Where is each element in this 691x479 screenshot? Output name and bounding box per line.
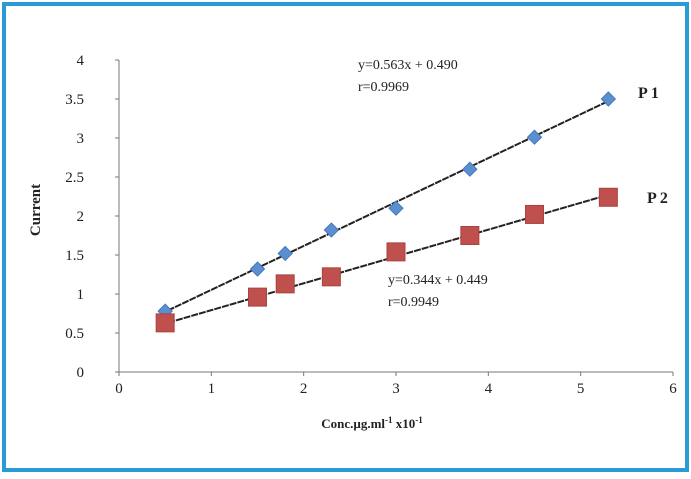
x-tick-label: 2 xyxy=(300,381,308,397)
y-tick-label: 1.5 xyxy=(65,248,84,264)
series-label-p1: P 1 xyxy=(638,85,659,102)
y-tick-label: 1 xyxy=(77,287,85,303)
x-axis-label: Conc.µg.ml-1 x10-1 xyxy=(321,415,423,431)
y-tick-label: 4 xyxy=(77,53,85,69)
data-point-p2 xyxy=(275,274,295,294)
y-tick-label: 3.5 xyxy=(65,92,84,108)
x-tick-label: 6 xyxy=(669,381,677,397)
x-axis-label-sup2: -1 xyxy=(415,415,423,425)
data-points xyxy=(155,91,618,333)
data-point-p1 xyxy=(277,245,293,262)
x-axis-label-main: Conc.µg.ml xyxy=(321,416,385,431)
y-tick-label: 0.5 xyxy=(65,326,84,342)
x-tick-label: 4 xyxy=(485,381,493,397)
r-value-p1: r=0.9969 xyxy=(358,80,409,95)
y-axis-label: Current xyxy=(28,184,44,236)
x-tick-label: 3 xyxy=(392,381,400,397)
data-point-p1 xyxy=(249,261,266,277)
y-tick-label: 2.5 xyxy=(65,170,84,186)
x-axis-label-mid: x10 xyxy=(393,416,416,431)
x-tick-label: 5 xyxy=(577,381,585,397)
data-point-p2 xyxy=(525,204,544,224)
data-point-p2 xyxy=(321,267,341,287)
x-tick-label: 1 xyxy=(208,381,216,397)
x-axis-label-sup1: -1 xyxy=(385,415,393,425)
equation-p1: y=0.563x + 0.490 xyxy=(358,58,458,73)
r-value-p2: r=0.9949 xyxy=(388,295,439,310)
series-label-p2: P 2 xyxy=(647,190,668,207)
data-point-p1 xyxy=(600,91,617,107)
data-point-p2 xyxy=(155,313,175,333)
data-point-p1 xyxy=(323,222,340,238)
data-point-p2 xyxy=(598,187,618,207)
data-point-p2 xyxy=(248,287,267,307)
data-point-p1 xyxy=(462,161,478,177)
axes: 0 0.5 1 1.5 2 2.5 3 3.5 4 0 1 2 3 4 5 6 xyxy=(65,53,677,397)
x-tick-label: 0 xyxy=(115,381,123,397)
y-tick-label: 3 xyxy=(77,131,85,147)
equation-p2: y=0.344x + 0.449 xyxy=(388,273,488,288)
data-point-p1 xyxy=(388,200,404,216)
y-tick-label: 0 xyxy=(77,365,85,381)
frame-border xyxy=(2,2,689,472)
data-point-p2 xyxy=(460,226,480,245)
data-point-p2 xyxy=(386,242,406,262)
data-point-p1 xyxy=(526,129,543,145)
y-tick-label: 2 xyxy=(77,209,85,225)
